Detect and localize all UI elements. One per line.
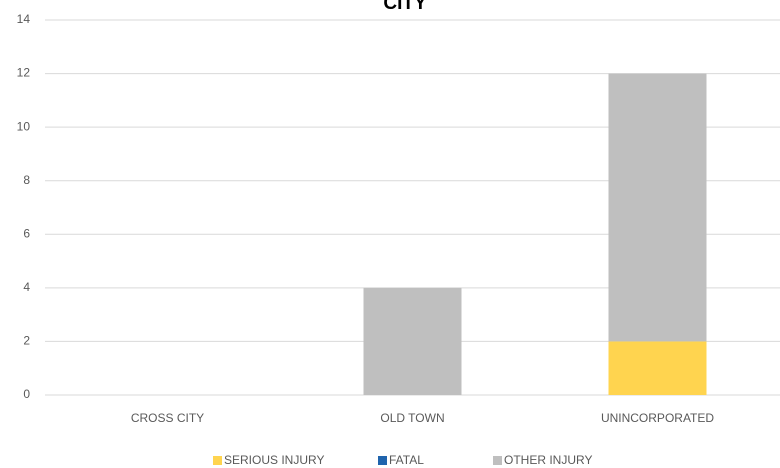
bar-segment bbox=[363, 287, 462, 395]
y-tick-label: 10 bbox=[17, 119, 31, 133]
x-tick-label: UNINCORPORATED bbox=[601, 411, 714, 425]
x-tick-label: OLD TOWN bbox=[380, 411, 444, 425]
y-tick-label: 2 bbox=[23, 334, 30, 348]
legend-label: SERIOUS INJURY bbox=[224, 453, 324, 467]
x-tick-label: CROSS CITY bbox=[131, 411, 204, 425]
bar-segment bbox=[608, 341, 707, 395]
legend-swatch bbox=[378, 456, 387, 465]
y-tick-label: 4 bbox=[23, 280, 30, 294]
legend-label: FATAL bbox=[389, 453, 424, 467]
legend-swatch bbox=[213, 456, 222, 465]
y-tick-label: 6 bbox=[23, 226, 30, 240]
chart-title: CITY bbox=[383, 0, 427, 14]
y-tick-label: 0 bbox=[23, 387, 30, 401]
legend-label: OTHER INJURY bbox=[504, 453, 592, 467]
y-tick-label: 8 bbox=[23, 173, 30, 187]
y-tick-label: 12 bbox=[17, 66, 31, 80]
legend-swatch bbox=[493, 456, 502, 465]
bar-segment bbox=[608, 73, 707, 342]
y-tick-label: 14 bbox=[17, 12, 31, 26]
